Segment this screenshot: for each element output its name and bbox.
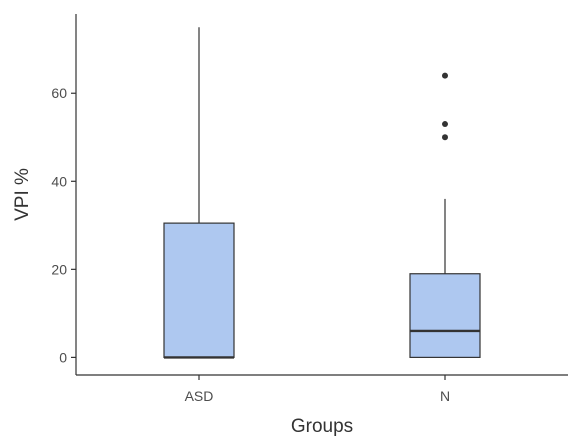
- outlier-point: [442, 72, 448, 79]
- box-group-n: [409, 72, 481, 358]
- x-tick-label: ASD: [185, 388, 214, 404]
- y-axis-title: VPI %: [12, 168, 33, 221]
- x-tick-label: N: [440, 388, 450, 404]
- y-tick-label: 20: [51, 261, 67, 277]
- y-tick-label: 40: [51, 173, 67, 189]
- box-iqr: [409, 273, 481, 358]
- box-iqr: [163, 222, 235, 358]
- box-group-asd: [163, 27, 235, 359]
- y-ticks: 0 20 40 60: [51, 85, 76, 365]
- x-ticks: ASD N: [185, 375, 450, 404]
- axes-layer: [75, 14, 568, 376]
- y-tick-label: 0: [59, 349, 67, 365]
- y-tick-label: 60: [51, 85, 67, 101]
- boxes-layer: [163, 27, 481, 359]
- outlier-point: [442, 121, 448, 128]
- outlier-point: [442, 134, 448, 141]
- x-axis-title: Groups: [291, 416, 353, 437]
